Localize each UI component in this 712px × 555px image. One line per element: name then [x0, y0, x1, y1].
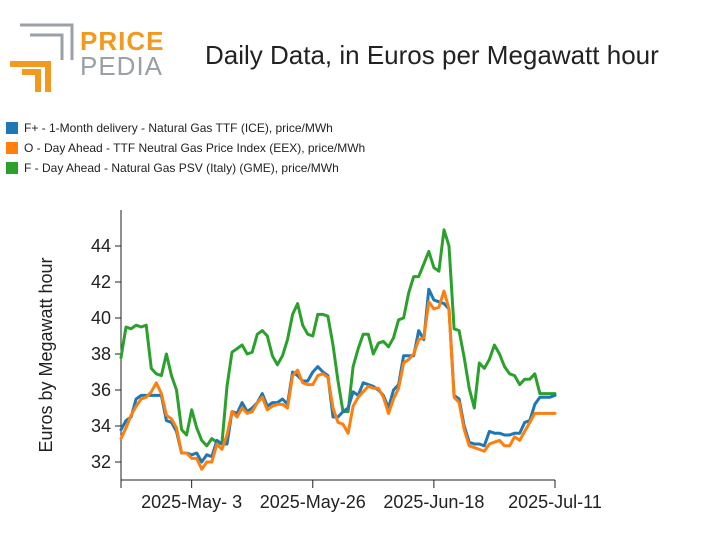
y-tick-label-32: 32: [91, 452, 111, 472]
x-tick-label-2: 2025-Jun-18: [383, 492, 484, 512]
chart-series: [119, 228, 557, 471]
y-tick-label-36: 36: [91, 380, 111, 400]
series-line-ttf-ice: [119, 287, 557, 464]
legend-swatch-ttf-ice: [6, 122, 18, 134]
series-line-ttf-eex: [119, 289, 557, 471]
legend-item-ttf-eex[interactable]: O - Day Ahead - TTF Neutral Gas Price In…: [6, 138, 365, 158]
legend-label-ttf-eex: O - Day Ahead - TTF Neutral Gas Price In…: [24, 141, 366, 155]
legend-label-ttf-ice: F+ - 1-Month delivery - Natural Gas TTF …: [24, 121, 333, 135]
legend-item-psv-gme[interactable]: F - Day Ahead - Natural Gas PSV (Italy) …: [6, 158, 365, 178]
chart-axis-labels: 32 34 36 38 40 42 44 2025-May- 3 2025-May-26 2025…: [36, 236, 602, 512]
y-tick-label-38: 38: [91, 344, 111, 364]
y-tick-label-42: 42: [91, 272, 111, 292]
pricepedia-logo: [8, 22, 168, 94]
chart-title: Daily Data, in Euros per Megawatt hour: [205, 40, 659, 70]
x-tick-label-0: 2025-May- 3: [141, 492, 242, 512]
logo-text-price: PRICE: [80, 26, 165, 56]
y-tick-label-44: 44: [91, 236, 111, 256]
logo-text-pedia: PEDIA: [80, 51, 164, 81]
legend-label-psv-gme: F - Day Ahead - Natural Gas PSV (Italy) …: [24, 161, 339, 175]
series-line-psv-gme: [119, 228, 557, 448]
legend-swatch-ttf-eex: [6, 142, 18, 154]
legend-swatch-psv-gme: [6, 162, 18, 174]
chart-legend: F+ - 1-Month delivery - Natural Gas TTF …: [6, 118, 365, 178]
y-axis-label: Euros by Megawatt hour: [36, 257, 56, 452]
legend-item-ttf-ice[interactable]: F+ - 1-Month delivery - Natural Gas TTF …: [6, 118, 365, 138]
y-tick-label-40: 40: [91, 308, 111, 328]
y-tick-label-34: 34: [91, 416, 111, 436]
chart-axes: [115, 210, 556, 488]
x-tick-label-1: 2025-May-26: [260, 492, 366, 512]
pricepedia-logo-mark: [10, 23, 74, 92]
x-tick-label-3: 2025-Jul-11: [508, 492, 602, 512]
